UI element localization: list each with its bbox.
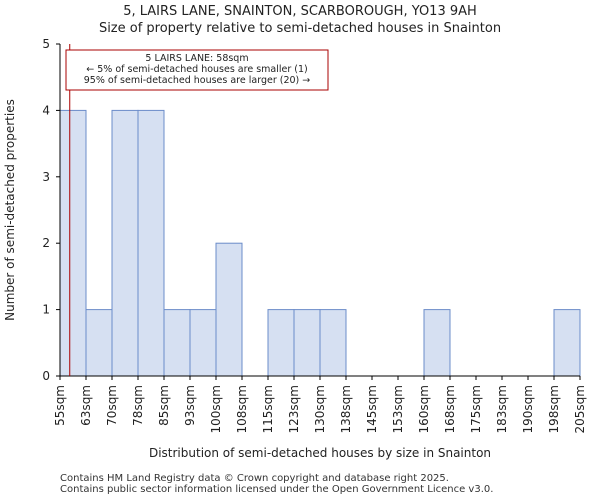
bar-55sqm — [59, 109, 87, 377]
x-tick-label: 108sqm — [235, 385, 249, 433]
x-tick-label: 55sqm — [53, 385, 67, 426]
x-tick-label: 130sqm — [313, 385, 327, 433]
annotation-line-1: 5 LAIRS LANE: 58sqm — [145, 53, 248, 64]
x-axis-label: Distribution of semi-detached houses by … — [149, 446, 491, 460]
x-tick-label: 85sqm — [157, 385, 171, 426]
x-tick-label: 93sqm — [183, 385, 197, 426]
y-tick-label: 2 — [42, 236, 50, 250]
bar-78sqm — [137, 109, 165, 377]
annotation-line-3: 95% of semi-detached houses are larger (… — [84, 75, 311, 86]
axes-group: 0 1 2 3 4 5 55sqm 63sqm 70sqm 78sqm 85sqm 93sqm 100s… — [3, 37, 587, 460]
bar-115sqm — [267, 309, 295, 377]
bar-70sqm — [111, 109, 139, 377]
plot-area: 0 1 2 3 4 5 55sqm 63sqm 70sqm 78sqm 85sqm 93sqm 100s… — [3, 37, 587, 460]
x-tick-label: 205sqm — [573, 385, 587, 433]
bar-123sqm — [293, 309, 321, 377]
x-tick-label: 198sqm — [547, 385, 561, 433]
bar-160sqm — [423, 309, 451, 377]
y-tick-label: 1 — [42, 303, 50, 317]
annotation-group: 5 LAIRS LANE: 58sqm← 5% of semi-detached… — [65, 44, 329, 376]
bar-63sqm — [85, 309, 113, 377]
y-axis-label: Number of semi-detached properties — [3, 99, 17, 321]
y-tick-label: 0 — [42, 369, 50, 383]
x-tick-label: 63sqm — [79, 385, 93, 426]
bar-100sqm — [215, 242, 243, 377]
x-tick-label: 190sqm — [521, 385, 535, 433]
annotation-line-2: ← 5% of semi-detached houses are smaller… — [86, 64, 307, 75]
bar-85sqm — [163, 309, 191, 377]
x-tick-label: 168sqm — [443, 385, 457, 433]
annotation-box — [65, 49, 329, 91]
x-tick-label: 138sqm — [339, 385, 353, 433]
bar-198sqm — [553, 309, 581, 377]
bar-130sqm — [319, 309, 347, 377]
y-tick-label: 3 — [42, 170, 50, 184]
y-tick-label: 5 — [42, 37, 50, 51]
bars-group — [59, 109, 581, 377]
bar-93sqm — [189, 309, 217, 377]
x-tick-label: 160sqm — [417, 385, 431, 433]
footer-line-2: Contains public sector information licen… — [60, 484, 494, 495]
x-tick-label: 70sqm — [105, 385, 119, 426]
x-tick-label: 145sqm — [365, 385, 379, 433]
x-tick-label: 153sqm — [391, 385, 405, 433]
chart-title: 5, LAIRS LANE, SNAINTON, SCARBOROUGH, YO… — [123, 4, 477, 19]
chart-subtitle: Size of property relative to semi-detach… — [98, 21, 502, 36]
x-tick-label: 183sqm — [495, 385, 509, 433]
footer-line-1: Contains HM Land Registry data © Crown c… — [60, 473, 449, 484]
y-tick-label: 4 — [42, 103, 50, 117]
x-tick-label: 115sqm — [261, 385, 275, 433]
x-tick-label: 123sqm — [287, 385, 301, 433]
x-tick-label: 78sqm — [131, 385, 145, 426]
x-tick-label: 175sqm — [469, 385, 483, 433]
x-tick-label: 100sqm — [209, 385, 223, 433]
